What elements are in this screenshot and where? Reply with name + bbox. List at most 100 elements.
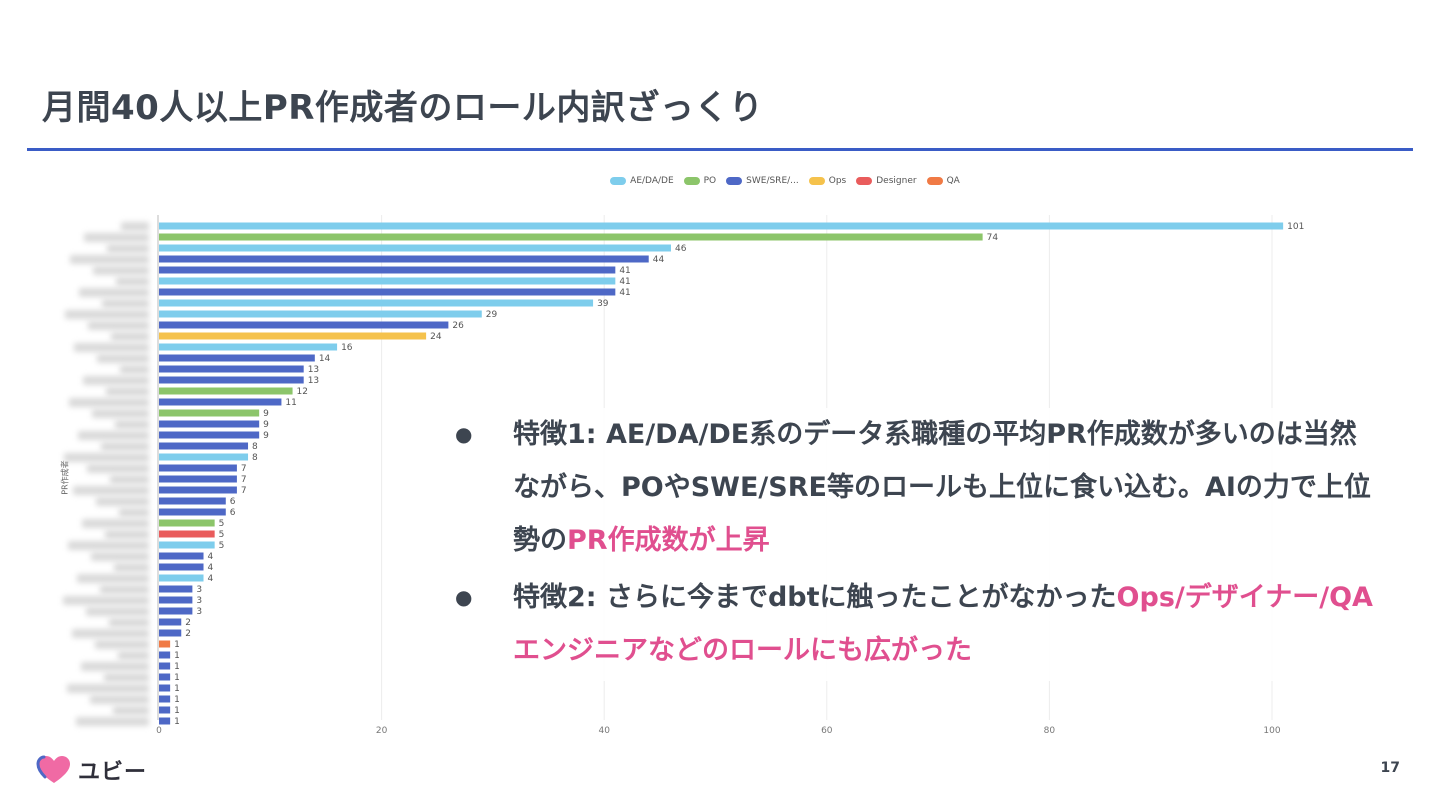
legend-item[interactable]: Designer (856, 173, 917, 189)
bar[interactable] (159, 321, 449, 329)
redacted-label (119, 507, 149, 517)
x-tick-label: 60 (821, 726, 833, 736)
bar[interactable] (159, 343, 338, 351)
bar[interactable] (159, 387, 293, 395)
legend-item[interactable]: AE/DA/DE (610, 173, 674, 189)
bar-value-label: 41 (619, 277, 630, 287)
bar[interactable] (159, 574, 204, 582)
note-item: ● 特徴1: AE/DA/DE系のデータ系職種の平均PR作成数が多いのは当然ながら… (455, 408, 1375, 567)
bar[interactable] (159, 629, 182, 637)
bar-value-label: 3 (196, 607, 202, 617)
bar[interactable] (159, 365, 304, 373)
bar[interactable] (159, 497, 226, 505)
bar[interactable] (159, 618, 182, 626)
bar[interactable] (159, 288, 616, 296)
bar-value-label: 74 (987, 233, 999, 243)
bar[interactable] (159, 299, 594, 307)
bar[interactable] (159, 431, 260, 439)
slide-title: 月間40人以上PR作成者のロール内訳ざっくり (42, 88, 764, 128)
legend-item[interactable]: PO (683, 173, 716, 189)
bar[interactable] (159, 706, 171, 714)
bar-value-label: 101 (1287, 222, 1304, 232)
bar[interactable] (159, 442, 249, 450)
bar[interactable] (159, 651, 171, 659)
bar[interactable] (159, 607, 193, 615)
x-tick-label: 0 (156, 726, 162, 736)
bar-value-label: 4 (208, 552, 214, 562)
redacted-label (120, 364, 149, 374)
redacted-label (96, 496, 149, 506)
bar[interactable] (159, 563, 204, 571)
bar[interactable] (159, 222, 1284, 230)
bar[interactable] (159, 266, 616, 274)
bar[interactable] (159, 541, 215, 549)
redacted-label (68, 540, 149, 550)
redacted-label (107, 243, 149, 253)
note-text: 特徴2: さらに今までdbtに触ったことがなかった (513, 582, 1117, 613)
bar[interactable] (159, 354, 315, 362)
bar[interactable] (159, 695, 171, 703)
bar[interactable] (159, 530, 215, 538)
bar-value-label: 5 (219, 530, 225, 540)
bar[interactable] (159, 398, 282, 406)
bar[interactable] (159, 233, 983, 241)
bar-value-label: 14 (319, 354, 331, 364)
bar[interactable] (159, 464, 237, 472)
bar[interactable] (159, 662, 171, 670)
bar[interactable] (159, 332, 427, 340)
bar[interactable] (159, 420, 260, 428)
bullet-icon: ● (455, 422, 473, 446)
bar[interactable] (159, 376, 304, 384)
bar-value-label: 41 (619, 288, 630, 298)
bar[interactable] (159, 684, 171, 692)
legend-item[interactable]: SWE/SRE/... (726, 173, 799, 189)
bar-value-label: 5 (219, 541, 225, 551)
bar-value-label: 26 (452, 321, 464, 331)
redacted-label (70, 254, 149, 264)
bar[interactable] (159, 640, 171, 648)
redacted-label (87, 463, 149, 473)
redacted-label (91, 551, 149, 561)
bar[interactable] (159, 552, 204, 560)
bar[interactable] (159, 310, 482, 318)
bar[interactable] (159, 244, 671, 252)
legend-item[interactable]: QA (926, 173, 960, 189)
bar-value-label: 29 (486, 310, 498, 320)
bar[interactable] (159, 596, 193, 604)
bar-value-label: 4 (208, 563, 214, 573)
redacted-label (110, 474, 149, 484)
bar[interactable] (159, 277, 616, 285)
bar-value-label: 8 (252, 442, 258, 452)
legend-label: QA (946, 176, 960, 186)
bar-value-label: 2 (185, 618, 191, 628)
bar-value-label: 11 (285, 398, 296, 408)
bar-value-label: 2 (185, 629, 191, 639)
redacted-label (118, 650, 149, 660)
note-highlight-text: PR作成数が上昇 (567, 525, 770, 556)
bar[interactable] (159, 475, 237, 483)
redacted-label (77, 573, 149, 583)
company-logo: ユビー (36, 754, 147, 786)
redacted-label (83, 375, 149, 385)
bar[interactable] (159, 717, 171, 725)
bar[interactable] (159, 585, 193, 593)
redacted-label (73, 485, 149, 495)
bar[interactable] (159, 486, 237, 494)
redacted-label (92, 408, 149, 418)
bar[interactable] (159, 453, 249, 461)
redacted-label (93, 265, 149, 275)
bar-value-label: 1 (174, 662, 180, 672)
legend-swatch (808, 177, 825, 185)
bar[interactable] (159, 255, 649, 263)
bar[interactable] (159, 409, 260, 417)
bar-value-label: 41 (619, 266, 630, 276)
bar[interactable] (159, 673, 171, 681)
bar[interactable] (159, 508, 226, 516)
redacted-label (67, 683, 149, 693)
legend-item[interactable]: Ops (808, 173, 846, 189)
bar[interactable] (159, 519, 215, 527)
bar-value-label: 13 (308, 365, 319, 375)
chart-legend: AE/DA/DE PO SWE/SRE/... Ops Designer QA (0, 173, 1440, 189)
redacted-label (104, 672, 149, 682)
redacted-label (116, 276, 149, 286)
